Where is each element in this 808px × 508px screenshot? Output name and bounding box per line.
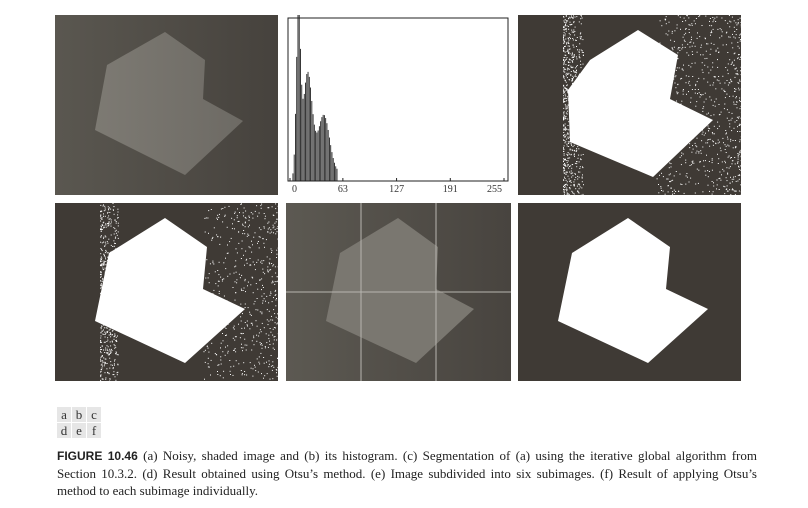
caption-text: (a) Noisy, shaded image and (b) its hist… (57, 448, 757, 498)
panel-b-histogram: 0 63 127 191 255 (286, 15, 511, 195)
histogram-tick-label: 191 (443, 184, 458, 195)
histogram-bars (292, 15, 338, 181)
panel-f-local-otsu-result (518, 203, 741, 381)
panel-e-subdivided-image (286, 203, 511, 381)
figure-caption: FIGURE 10.46 (a) Noisy, shaded image and… (57, 447, 757, 499)
panel-label-key: a b c d e f (57, 407, 101, 438)
panel-c-iterative-segmentation (518, 15, 741, 195)
subdivision-grid (286, 203, 511, 381)
hexagon-object (326, 218, 474, 363)
histogram-tick-label: 63 (338, 184, 348, 195)
hexagon-object (95, 32, 243, 175)
segmented-object (95, 218, 245, 363)
label-a: a (57, 407, 71, 422)
label-c: c (87, 407, 101, 422)
histogram-tick-label: 127 (389, 184, 404, 195)
panel-d-otsu-result (55, 203, 278, 381)
label-e: e (72, 423, 86, 438)
histogram-tick-label: 0 (292, 184, 297, 195)
histogram-tick-label: 255 (487, 184, 502, 195)
figure-number: FIGURE 10.46 (57, 449, 138, 463)
segmented-object (568, 30, 713, 177)
histogram-x-ticks: 0 63 127 191 255 (289, 178, 505, 195)
label-f: f (87, 423, 101, 438)
label-d: d (57, 423, 71, 438)
label-b: b (72, 407, 86, 422)
segmented-object (558, 218, 708, 363)
panel-a-noisy-image (55, 15, 278, 195)
